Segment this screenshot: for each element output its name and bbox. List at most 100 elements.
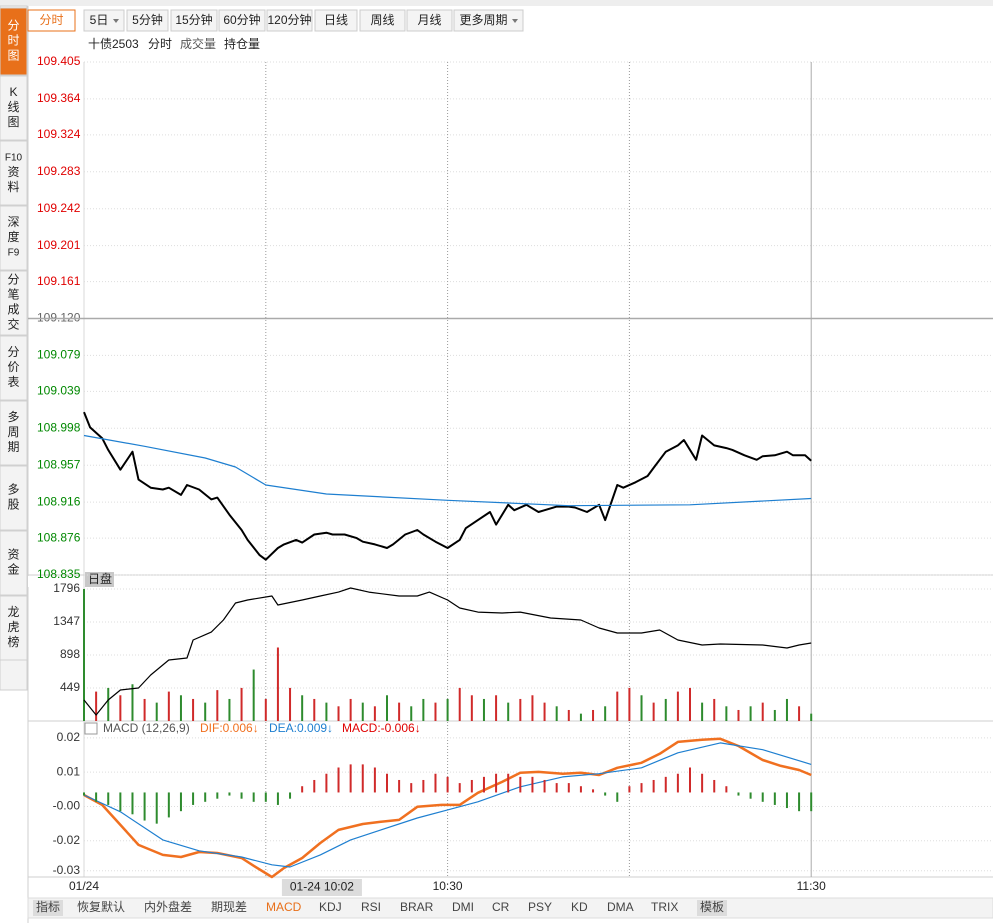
dropdown-arrow (113, 19, 119, 23)
y-tick-label: 109.364 (37, 91, 81, 105)
macd-bar (798, 792, 801, 812)
macd-bar (264, 792, 267, 802)
sidebar-tab-label: 表 (7, 375, 19, 389)
period-tab[interactable] (27, 9, 76, 32)
volume-bar (785, 698, 788, 721)
sidebar-tab[interactable] (0, 335, 28, 401)
period-tab[interactable] (453, 9, 524, 32)
period-tab[interactable] (218, 9, 266, 32)
macd-bar (555, 783, 558, 793)
indicator-tab[interactable]: DMA (607, 900, 634, 914)
y-tick-label: 0.01 (57, 764, 81, 778)
indicator-tab[interactable]: KD (571, 900, 588, 914)
macd-bar (701, 773, 704, 793)
period-tab[interactable] (359, 9, 406, 32)
sidebar-tab[interactable] (0, 75, 28, 141)
period-tab[interactable] (314, 9, 358, 32)
sidebar-tab-label: 图 (7, 115, 19, 129)
volume-bar (810, 713, 813, 721)
sidebar-tab-label: 深 (7, 215, 19, 229)
view-tab[interactable]: 成交量 (180, 36, 216, 51)
sidebar-tab[interactable] (0, 205, 28, 271)
volume-bar (228, 698, 231, 721)
macd-bar (567, 783, 570, 793)
volume-bar (725, 706, 728, 721)
sidebar-tab[interactable] (0, 7, 28, 76)
indicator-tab[interactable]: 模板 (700, 900, 724, 914)
period-tab-label: 日线 (324, 13, 348, 27)
macd-bar (713, 779, 716, 793)
period-tab[interactable] (83, 9, 125, 32)
macd-bar (228, 792, 231, 796)
macd-title: MACD (12,26,9) (103, 721, 190, 735)
period-tab[interactable] (266, 9, 313, 32)
period-tab[interactable] (170, 9, 218, 32)
indicator-tab[interactable]: KDJ (319, 900, 342, 914)
volume-bar (301, 695, 304, 721)
indicator-tab[interactable]: PSY (528, 900, 552, 914)
volume-bar (482, 698, 485, 721)
macd-bar (240, 792, 243, 799)
volume-bar (592, 709, 595, 721)
macd-bar (604, 792, 607, 796)
y-tick-label: 109.161 (37, 274, 81, 288)
indicator-box[interactable] (33, 900, 63, 916)
macd-bar (543, 779, 546, 793)
sidebar-tab-label: 分 (7, 345, 19, 359)
sidebar-tab-label: 线 (7, 100, 19, 114)
sidebar-tab[interactable] (0, 140, 28, 206)
indicator-tab[interactable]: 恢复默认 (77, 899, 125, 914)
period-tab[interactable] (126, 9, 169, 32)
period-tab-label: 周线 (370, 13, 394, 27)
indicator-bar (27, 897, 993, 919)
indicator-tab[interactable]: 内外盘差 (144, 899, 192, 914)
indicator-tab[interactable]: CR (492, 900, 510, 914)
macd-bar (95, 792, 98, 802)
macd-bar (434, 773, 437, 793)
macd-bar (386, 773, 388, 793)
macd-bar (349, 764, 352, 793)
sidebar-tab[interactable] (0, 595, 28, 661)
period-tab[interactable] (406, 9, 453, 32)
macd-bar (640, 783, 643, 793)
macd-bar (519, 776, 522, 793)
macd-bar (689, 767, 691, 793)
symbol: 十债2503 (88, 37, 139, 51)
sidebar-tab[interactable] (0, 270, 28, 336)
macd-bar (737, 792, 740, 796)
sidebar-tab-label: 龙 (7, 605, 19, 619)
indicator-tab[interactable]: BRAR (400, 900, 434, 914)
indicator-tab[interactable]: TRIX (651, 900, 678, 914)
volume-bar (749, 706, 752, 721)
view-tab[interactable]: 持仓量 (224, 36, 260, 51)
volume-bar (507, 702, 510, 721)
volume-bar (495, 695, 498, 721)
volume-bar (761, 702, 764, 721)
legend-icon[interactable] (84, 722, 98, 735)
indicator-tab[interactable]: 指标 (36, 899, 60, 914)
sidebar-tab[interactable] (0, 530, 28, 596)
macd-bar (664, 776, 667, 793)
sidebar-tab-label: 期 (7, 440, 19, 454)
indicator-tab[interactable]: RSI (361, 900, 381, 914)
sidebar-tab-label: 资 (7, 165, 19, 179)
macd-bar (773, 792, 776, 805)
volume-bar (264, 698, 267, 721)
sidebar-tab[interactable] (0, 465, 28, 531)
macd-bar (616, 792, 619, 802)
macd-bar (252, 792, 255, 802)
sidebar-tab-label: 周 (7, 425, 19, 439)
volume-bar (458, 687, 461, 721)
indicator-tab[interactable]: 期现差 (211, 900, 247, 914)
sidebar-tab[interactable] (0, 400, 28, 466)
volume-bar (337, 706, 340, 721)
indicator-tab[interactable]: MACD (266, 900, 302, 914)
indicator-tab[interactable]: DMI (452, 900, 474, 914)
y-tick-label: 109.201 (37, 238, 81, 252)
period-tab-label: 月线 (417, 13, 441, 27)
view-tab[interactable]: 分时 (148, 37, 172, 51)
indicator-box[interactable] (697, 900, 727, 916)
y-tick-label: 109.324 (37, 127, 81, 141)
